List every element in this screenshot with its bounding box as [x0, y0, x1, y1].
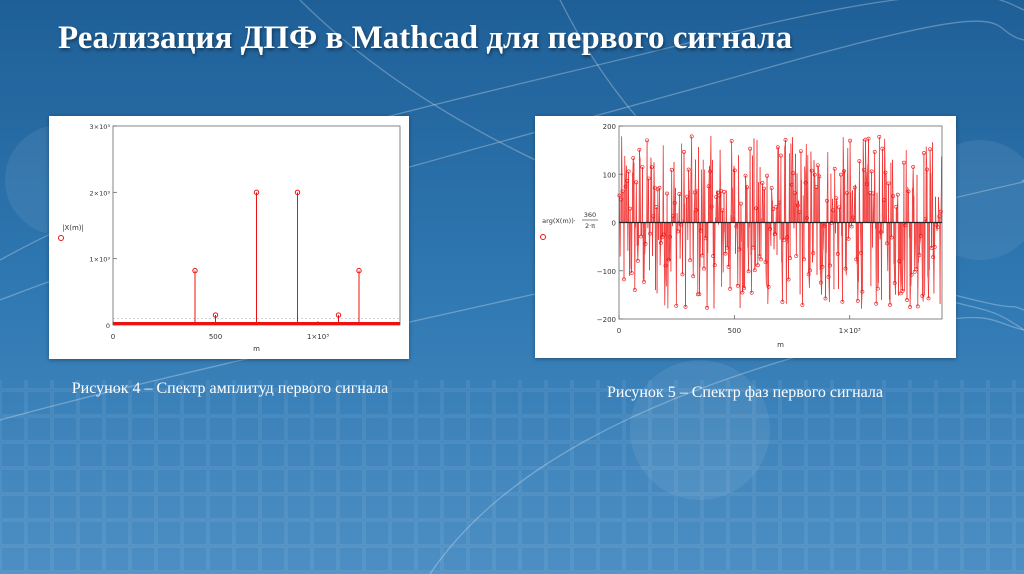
- amplitude-spectrum-chart: 0 1×10³ 2×10³ 3×10³ 0 500 1×10³ m |X(m)|: [49, 116, 409, 359]
- x-tick-label: 1×10³: [307, 333, 329, 341]
- phase-spectrum-chart: 200 100 0 −100 −200 0 500 1×10³ m arg(X(m))· 360 2·…: [535, 116, 956, 358]
- stem-marker: [294, 189, 301, 196]
- y-tick-label: 1×10³: [90, 256, 111, 264]
- amplitude-figure-caption: Рисунок 4 – Спектр амплитуд первого сигн…: [71, 380, 389, 397]
- y-tick-label: 2×10³: [90, 189, 111, 197]
- y-axis-label: |X(m)|: [62, 224, 84, 232]
- stem-marker: [335, 312, 342, 318]
- amplitude-chart-svg: 0 1×10³ 2×10³ 3×10³ 0 500 1×10³ m |X(m)|: [58, 123, 401, 353]
- stem-marker: [253, 189, 260, 196]
- y-tick-label: 0: [612, 220, 616, 228]
- y-axis-label-num: 360: [584, 211, 596, 219]
- y-axis-label: arg(X(m))·: [542, 217, 576, 225]
- slide-title: Реализация ДПФ в Mathcad для первого сиг…: [58, 20, 793, 56]
- x-tick-label: 0: [617, 327, 621, 335]
- phase-series: [617, 134, 943, 310]
- legend-marker: [540, 234, 546, 240]
- x-tick-label: 1×10³: [839, 327, 861, 335]
- phase-trace: [619, 136, 942, 309]
- phase-figure-caption: Рисунок 5 – Спектр фаз первого сигнала: [607, 384, 883, 401]
- y-tick-label: 0: [106, 322, 110, 330]
- y-tick-label: −200: [597, 316, 616, 324]
- x-axis-label: m: [253, 345, 260, 353]
- legend-marker: [58, 235, 64, 241]
- stem-marker: [356, 267, 362, 274]
- y-tick-label: −100: [597, 268, 616, 276]
- y-axis-label-den: 2·π: [585, 222, 595, 230]
- y-tick-label: 100: [603, 171, 616, 179]
- x-tick-label: 500: [209, 333, 222, 341]
- stem-marker: [192, 267, 198, 274]
- y-tick-label: 3×10³: [90, 123, 111, 131]
- stem-marker: [212, 312, 219, 318]
- x-tick-label: 500: [728, 327, 741, 335]
- x-axis-label: m: [777, 341, 784, 349]
- x-tick-label: 0: [111, 333, 115, 341]
- y-tick-label: 200: [603, 123, 616, 131]
